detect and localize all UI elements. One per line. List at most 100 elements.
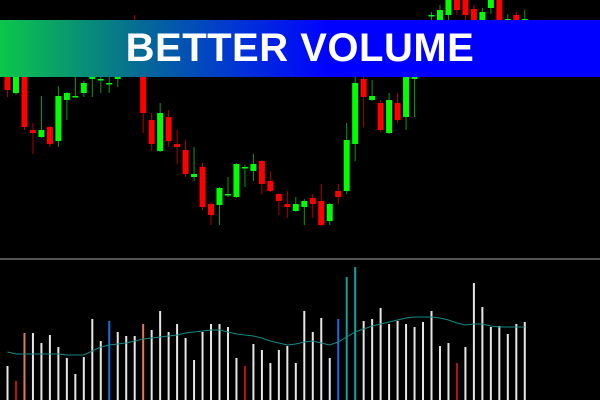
candle-body	[157, 113, 164, 151]
candle-body	[403, 77, 410, 117]
candle	[386, 93, 393, 134]
candle	[284, 191, 291, 218]
candle-body	[12, 77, 19, 93]
volume-bar	[489, 327, 492, 400]
candlestick-series	[4, 0, 528, 226]
candle-body	[292, 204, 299, 211]
candle	[343, 123, 350, 194]
candle	[318, 184, 325, 226]
volume-bar	[91, 319, 94, 400]
volume-bar	[6, 366, 9, 400]
candle-body	[504, 19, 511, 21]
candle-body	[29, 130, 36, 133]
candle	[72, 77, 79, 98]
candle-body	[428, 15, 435, 17]
volume-bar	[31, 333, 34, 400]
volume-bar	[201, 332, 204, 400]
volume-bar	[447, 343, 450, 400]
candle	[352, 77, 359, 161]
banner-title: BETTER VOLUME	[125, 26, 475, 70]
candle-body	[21, 77, 28, 127]
volume-bar	[286, 346, 289, 400]
candle	[292, 197, 299, 212]
volume-bar	[413, 327, 416, 400]
candle-body	[148, 120, 155, 144]
volume-bar	[243, 366, 246, 400]
candle-body	[360, 79, 367, 97]
candle	[191, 147, 198, 181]
candle-body	[394, 103, 401, 120]
candle	[445, 0, 452, 20]
candle-body	[343, 140, 350, 191]
candle-body	[182, 150, 189, 174]
volume-bar	[65, 358, 68, 400]
volume-bar	[472, 283, 475, 400]
candle-body	[352, 83, 359, 144]
candle-body	[55, 96, 62, 141]
candle-body	[436, 10, 443, 22]
candle-body	[191, 174, 198, 177]
volume-bar	[388, 324, 391, 400]
volume-bar	[150, 330, 153, 400]
candle-body	[106, 83, 113, 85]
candle-body	[470, 9, 477, 20]
candle-body	[301, 201, 308, 207]
volume-bar	[464, 347, 467, 400]
candle-body	[208, 204, 215, 215]
volume-bar	[108, 321, 111, 400]
candle-body	[4, 77, 11, 90]
candle	[258, 160, 265, 194]
volume-bar	[159, 311, 162, 400]
candle-body	[165, 117, 172, 141]
candle	[377, 100, 384, 132]
candle	[157, 103, 164, 152]
candle	[394, 93, 401, 123]
volume-bar	[303, 311, 306, 400]
candle-body	[63, 93, 70, 100]
volume-bar	[362, 321, 365, 400]
candle-body	[38, 130, 45, 137]
candle	[462, 0, 469, 20]
candle-body	[479, 12, 486, 20]
volume-bar	[23, 333, 26, 400]
candle	[216, 187, 223, 225]
candle-body	[275, 194, 282, 201]
candle	[46, 126, 53, 147]
candle-body	[496, 0, 503, 20]
candle-body	[335, 191, 342, 197]
volume-bar	[405, 324, 408, 400]
candle	[233, 163, 240, 198]
candle	[21, 70, 28, 130]
volume-bar	[260, 350, 263, 400]
candle	[63, 92, 70, 120]
candle-body	[377, 103, 384, 130]
volume-bar	[328, 358, 331, 400]
candle-body	[72, 96, 79, 98]
candle	[38, 96, 45, 138]
volume-bar	[218, 324, 221, 400]
candle	[241, 165, 248, 187]
volume-bar	[371, 319, 374, 400]
candle	[301, 199, 308, 225]
volume-bar	[311, 332, 314, 400]
candle	[208, 202, 215, 225]
volume-bar	[48, 335, 51, 400]
volume-bar	[320, 318, 323, 400]
volume-bar	[82, 357, 85, 400]
volume-bar	[455, 363, 458, 400]
volume-bar	[294, 363, 297, 400]
volume-bar	[354, 267, 357, 400]
candle	[267, 171, 274, 192]
candle-body	[284, 204, 291, 207]
volume-bar	[379, 308, 382, 400]
volume-bar	[226, 327, 229, 400]
volume-bar	[184, 338, 187, 400]
candle	[250, 154, 257, 181]
volume-bar	[515, 324, 518, 400]
volume-bar	[142, 324, 145, 400]
volume-bar	[438, 346, 441, 400]
candle-body	[513, 15, 520, 20]
candle-body	[445, 0, 452, 15]
